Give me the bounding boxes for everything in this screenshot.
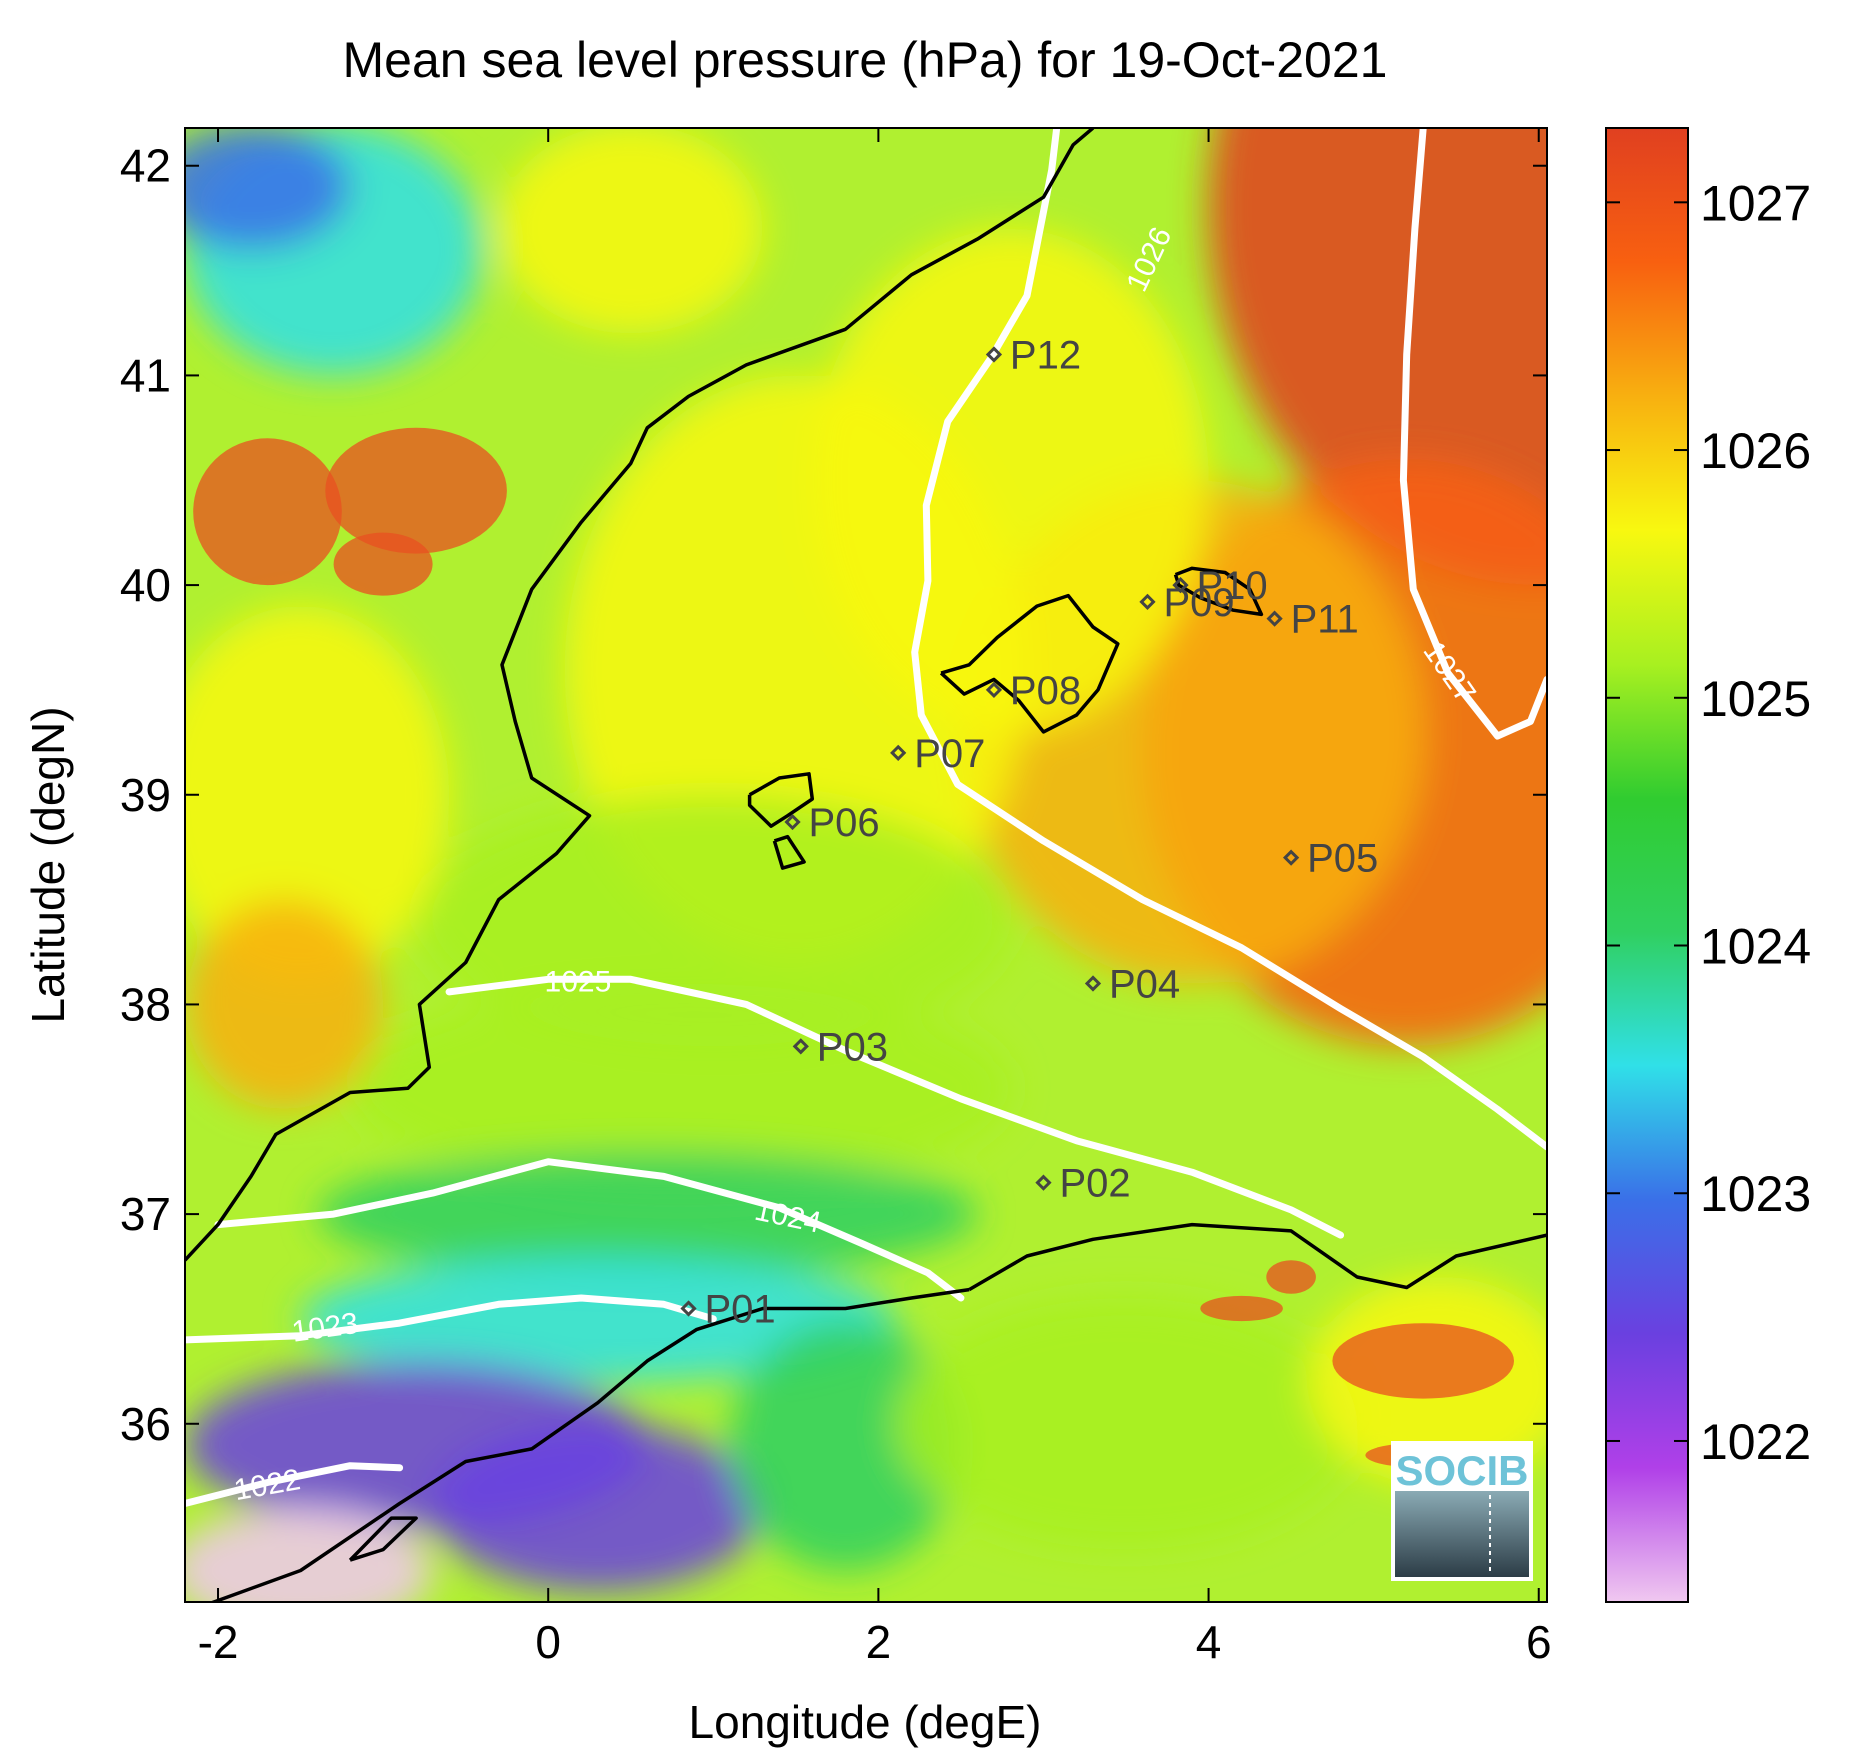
- isobar-1027: [1399, 128, 1547, 740]
- field-patch: [185, 128, 351, 250]
- y-tick-label: 41: [120, 349, 171, 401]
- y-tick-label: 39: [120, 769, 171, 821]
- coastline-5: [747, 772, 815, 828]
- y-axis-ticks: 36 37 38 39 40 41 42: [120, 140, 1547, 1450]
- field-patch: [729, 1318, 962, 1571]
- colorbar-tick-label: 1026: [1700, 423, 1811, 479]
- coastline-0: [185, 128, 1095, 1262]
- station-label-p02: P02: [1060, 1162, 1131, 1206]
- station-label-p10: P10: [1197, 564, 1268, 608]
- map-title: Mean sea level pressure (hPa) for 19-Oct…: [343, 32, 1388, 88]
- x-tick-label: 4: [1196, 1616, 1222, 1668]
- colorbar-tick-label: 1022: [1700, 1414, 1811, 1470]
- station-label-p04: P04: [1109, 963, 1180, 1007]
- coastlines: [185, 128, 1547, 1602]
- station-label-p09: P09: [1164, 581, 1235, 625]
- station-label-p01: P01: [705, 1288, 776, 1332]
- field-patch: [300, 1256, 895, 1382]
- y-axis-label: Latitude (degN): [22, 706, 74, 1023]
- station-marker-p11: [1266, 610, 1283, 627]
- field-patch: [416, 794, 1011, 1047]
- x-axis-ticks: -2 0 2 4 6: [198, 128, 1552, 1668]
- station-marker-p01: [680, 1300, 697, 1317]
- coastline-6: [772, 834, 806, 870]
- map-frame: [184, 127, 1548, 1603]
- coastline-7: [348, 1516, 418, 1562]
- field-patch: [894, 1298, 1358, 1550]
- station-marker-p09: [1139, 593, 1156, 610]
- field-patch: [185, 1507, 433, 1602]
- field-patch: [432, 1423, 763, 1592]
- x-tick-label: 6: [1526, 1616, 1552, 1668]
- isobar-1025: [445, 975, 1345, 1239]
- logo-text: SOCIB: [1395, 1447, 1528, 1494]
- station-marker-p06: [784, 813, 801, 831]
- x-tick-label: 0: [535, 1616, 561, 1668]
- x-tick-label: 2: [866, 1616, 892, 1668]
- coastline-1: [968, 1222, 1547, 1292]
- land-high-patch: [333, 532, 433, 596]
- station-label-p05: P05: [1307, 837, 1378, 881]
- station-marker-p10: [1172, 576, 1189, 594]
- station-marker-p07: [890, 744, 907, 761]
- y-tick-label: 42: [120, 140, 171, 192]
- land-high-patch: [193, 438, 342, 586]
- colorbar-ticks: 1022 1023 1024 1025 1026 1027: [1606, 175, 1811, 1470]
- station-label-p06: P06: [809, 801, 880, 845]
- field-patch: [350, 983, 1011, 1194]
- station-marker-p08: [985, 681, 1003, 699]
- station-marker-p04: [1084, 975, 1102, 992]
- y-tick-label: 37: [120, 1188, 171, 1240]
- station-label-p03: P03: [817, 1025, 888, 1069]
- y-tick-label: 36: [120, 1398, 171, 1450]
- isobar-1024: [214, 1158, 965, 1302]
- pressure-field: [185, 128, 1547, 1602]
- coastline-2: [208, 1287, 970, 1602]
- station-label-p11: P11: [1291, 598, 1359, 642]
- x-axis-label: Longitude (degE): [689, 1696, 1042, 1748]
- field-patch: [498, 128, 763, 334]
- station-marker-p05: [1282, 849, 1300, 866]
- coastline-4: [1173, 566, 1264, 617]
- colorbar-tick-label: 1025: [1700, 671, 1811, 727]
- field-patch: [185, 899, 384, 1110]
- y-tick-label: 38: [120, 978, 171, 1030]
- isobar-1026: [911, 128, 1547, 1151]
- y-tick-label: 40: [120, 559, 171, 611]
- land-high-patch: [1200, 1295, 1283, 1322]
- isobar-1022: [185, 1462, 404, 1507]
- isobar-label-1025: 1025: [545, 965, 612, 998]
- x-tick-label: -2: [198, 1616, 239, 1668]
- field-patch: [185, 606, 450, 984]
- station-label-p07: P07: [914, 732, 985, 776]
- station-marker-p03: [792, 1038, 809, 1055]
- colorbar-tick-label: 1024: [1700, 919, 1811, 975]
- station-marker-p12: [985, 346, 1003, 363]
- colorbar-tick-label: 1023: [1700, 1166, 1811, 1222]
- socib-logo: SOCIB: [1391, 1441, 1533, 1581]
- coastline-3: [939, 593, 1120, 734]
- station-marker-p02: [1035, 1174, 1052, 1191]
- land-high-patch: [1332, 1323, 1514, 1399]
- logo-header: [1395, 1445, 1529, 1491]
- land-high-patch: [1266, 1260, 1316, 1294]
- isobar-1023: [185, 1294, 717, 1344]
- colorbar: [1605, 127, 1689, 1603]
- station-label-p08: P08: [1010, 669, 1081, 713]
- station-label-p12: P12: [1010, 333, 1081, 377]
- land-high-patch: [325, 427, 507, 554]
- colorbar-tick-label: 1027: [1700, 175, 1811, 231]
